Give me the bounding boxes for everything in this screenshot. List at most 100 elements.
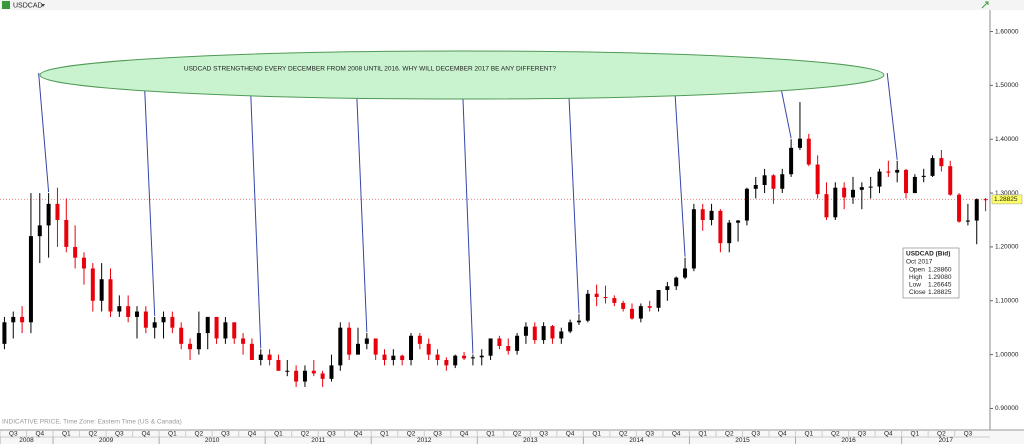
candle-body	[983, 199, 988, 201]
candle-body	[797, 138, 802, 148]
candle-body	[727, 222, 732, 244]
candle-body	[355, 343, 360, 355]
candle-body	[585, 293, 590, 321]
candle-body	[506, 346, 511, 351]
candle-body	[532, 326, 537, 341]
candle-body	[179, 327, 184, 344]
y-tick-label: 1.10000	[995, 297, 1019, 304]
x-year-label: 2008	[19, 437, 34, 444]
x-quarter-label: Q4	[672, 431, 681, 438]
candle-body	[55, 203, 60, 220]
candle-body	[665, 286, 670, 290]
x-quarter-label: Q2	[301, 431, 310, 438]
x-year-label: 2015	[735, 437, 750, 444]
candle-body	[912, 176, 917, 194]
candle-body	[939, 158, 944, 167]
candle-body	[806, 138, 811, 165]
annotation-pointer	[886, 72, 898, 160]
annotation-pointer	[674, 93, 686, 257]
annotation-pointer	[356, 96, 368, 333]
x-quarter-label: Q4	[884, 431, 893, 438]
candle-body	[833, 187, 838, 218]
candle-body	[674, 277, 679, 287]
candle-body	[886, 171, 891, 173]
candle-body	[170, 316, 175, 328]
x-year-label: 2009	[99, 437, 114, 444]
x-quarter-label: Q4	[460, 431, 469, 438]
info-box-key: High	[909, 274, 923, 281]
candle-body	[126, 306, 131, 317]
candle-body	[647, 306, 652, 308]
candle-body	[188, 343, 193, 350]
info-box-value: 1.28860	[928, 267, 952, 274]
x-quarter-label: Q3	[9, 431, 18, 438]
candle-body	[612, 298, 617, 303]
x-year-label: 2014	[629, 437, 644, 444]
candle-body	[135, 311, 140, 317]
candle-body	[930, 158, 935, 176]
x-quarter-label: Q2	[831, 431, 840, 438]
candle-body	[276, 360, 281, 371]
candle-body	[108, 279, 113, 312]
candle-body	[417, 335, 422, 344]
footer-note: INDICATIVE PRICE. Time Zone: Eastern Tim…	[2, 419, 182, 426]
candle-body	[974, 199, 979, 221]
y-tick-label: 1.20000	[995, 244, 1019, 251]
candle-body	[859, 187, 864, 190]
candle-body	[603, 297, 608, 299]
y-tick-label: 0.90000	[995, 405, 1019, 412]
candle-body	[488, 338, 493, 356]
candle-body	[241, 338, 246, 344]
candle-body	[444, 360, 449, 366]
info-box-title: USDCAD (Bid)	[906, 251, 950, 258]
candle-body	[780, 174, 785, 189]
last-price-label: 1.28825	[994, 196, 1018, 203]
y-tick-label: 1.30000	[995, 190, 1019, 197]
candle-body	[435, 354, 440, 360]
annotation-pointer	[780, 88, 792, 139]
symbol-icon[interactable]	[2, 1, 10, 9]
candle-body	[382, 354, 387, 360]
candle-body	[249, 343, 254, 360]
x-year-label: 2016	[841, 437, 856, 444]
candle-body	[877, 171, 882, 187]
candle-body	[426, 343, 431, 355]
trend-icon[interactable]	[981, 1, 989, 9]
x-year-label: 2011	[311, 437, 325, 444]
x-quarter-label: Q2	[619, 431, 628, 438]
info-box-value: 1.29080	[928, 274, 952, 281]
symbol-label[interactable]: USDCAD	[13, 2, 43, 9]
x-quarter-label: Q1	[592, 431, 601, 438]
y-tick-label: 1.60000	[995, 28, 1019, 35]
dropdown-arrow[interactable]	[41, 4, 45, 7]
x-quarter-label: Q3	[221, 431, 230, 438]
candle-body	[762, 175, 767, 185]
candle-body	[294, 370, 299, 382]
candle-body	[214, 316, 219, 339]
candle-body	[391, 355, 396, 360]
candle-body	[638, 306, 643, 319]
info-box-key: Low	[909, 282, 921, 289]
x-year-label: 2010	[205, 437, 220, 444]
candle-body	[568, 322, 573, 332]
candle-body	[683, 268, 688, 278]
x-year-label: 2013	[523, 437, 538, 444]
candle-body	[965, 220, 970, 222]
candle-body	[470, 357, 475, 359]
x-quarter-label: Q3	[645, 431, 654, 438]
annotation-pointer	[462, 96, 474, 354]
x-quarter-label: Q3	[115, 431, 124, 438]
candle-body	[824, 194, 829, 218]
info-box-key: Close	[909, 289, 926, 296]
candle-body	[373, 338, 378, 355]
x-quarter-label: Q4	[566, 431, 575, 438]
info-box-value: 1.26645	[928, 282, 952, 289]
candle-body	[232, 322, 237, 339]
candle-body	[11, 316, 16, 323]
candle-body	[771, 175, 776, 189]
x-quarter-label: Q2	[937, 431, 946, 438]
x-year-label: 2017	[939, 437, 954, 444]
